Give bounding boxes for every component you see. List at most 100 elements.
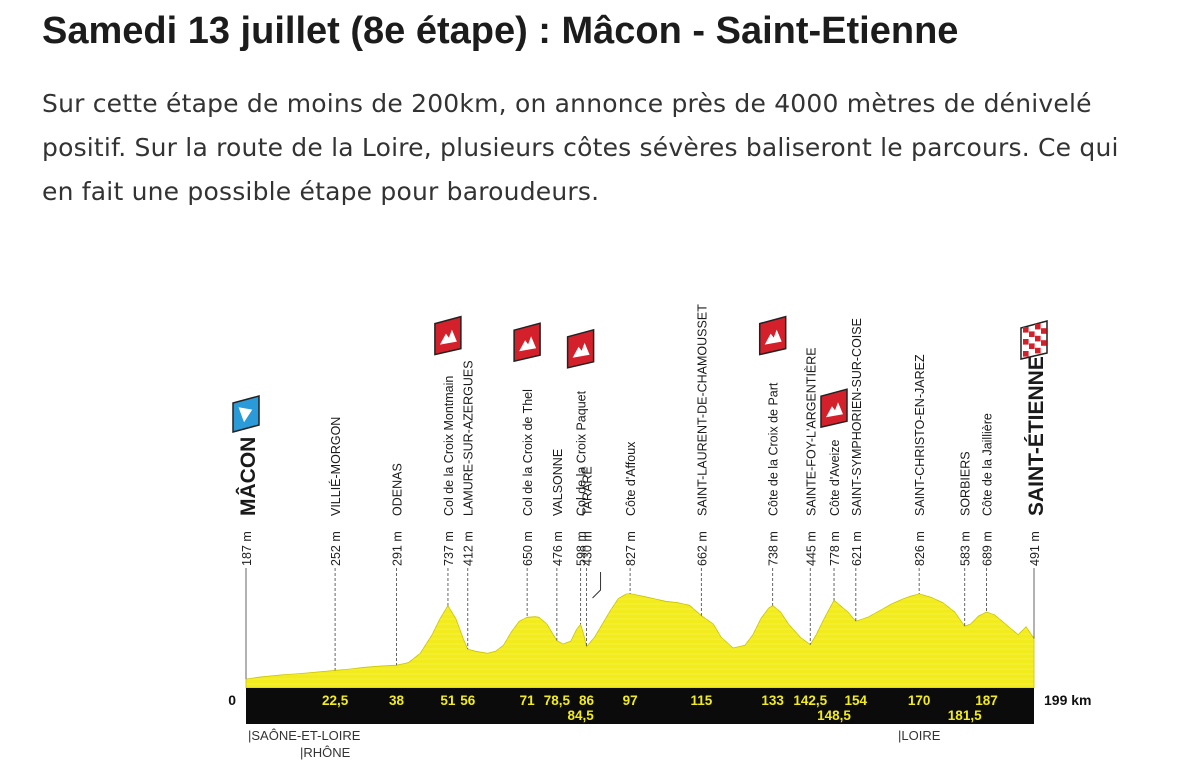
waypoint-name: SAINTE-FOY-L'ARGENTIÈRE (803, 347, 818, 516)
waypoint-altitude: 621 m (850, 531, 864, 566)
climb-marker-icon (820, 388, 848, 429)
start-arrow-icon (238, 407, 253, 423)
waypoint-label-group: 412 m LAMURE-SUR-AZERGUES (462, 360, 476, 566)
region-label: |RHÔNE (300, 745, 351, 760)
waypoint-label-group: 583 m SORBIERS (959, 451, 973, 566)
waypoint-km-label: 71 (520, 693, 536, 708)
waypoint-altitude: 252 m (329, 531, 343, 566)
waypoint-altitude: 291 m (391, 531, 405, 566)
checker-cell (1035, 323, 1041, 330)
km-band-layer (246, 688, 1034, 724)
region-label: |SAÔNE-ET-LOIRE (248, 728, 361, 743)
climb-flag-shape (820, 388, 848, 429)
checker-cell (1029, 343, 1035, 349)
waypoint-label-group: 187 m MÂCON (236, 437, 260, 566)
waypoint-altitude: 430 m (581, 531, 595, 566)
climb-flag-shape (513, 322, 541, 363)
waypoint-name: MÂCON (236, 437, 260, 516)
waypoint-km-label: 86 (579, 693, 595, 708)
waypoint-km-label: 148,5 (817, 708, 851, 723)
waypoint-label-group: 445 m SAINTE-FOY-L'ARGENTIÈRE (803, 347, 818, 566)
climb-flag-shape (566, 328, 595, 369)
profile-fill-layer (245, 593, 1035, 689)
waypoint-label-group: 778 m Côte d'Aveize (828, 439, 842, 566)
waypoint-km-label: 133 (761, 693, 784, 708)
waypoint-altitude: 689 m (981, 531, 995, 566)
waypoint-altitude: 650 m (521, 531, 535, 566)
waypoint-km-label: 78,5 (544, 693, 571, 708)
waypoint-name: Col de la Croix Montmain (442, 376, 456, 516)
tarare-leader-line (592, 572, 602, 599)
waypoint-label-group: 291 m ODENAS (391, 463, 405, 566)
waypoint-label-group: 738 m Côte de la Croix de Part (767, 382, 781, 566)
waypoint-label-group: 598 m Col de la Croix Paquet (575, 390, 589, 566)
waypoint-name: SORBIERS (959, 451, 973, 516)
waypoint-altitude: 491 m (1028, 531, 1042, 566)
checker-cell (1029, 331, 1035, 337)
waypoint-name: ODENAS (391, 463, 405, 516)
waypoint-km-label: 142,5 (793, 693, 827, 708)
waypoint-altitude: 827 m (624, 531, 638, 566)
checker-cell (1023, 339, 1029, 345)
waypoint-km-label: 38 (389, 693, 405, 708)
waypoint-name: Côte de la Jaillière (981, 413, 995, 516)
checker-cell (1041, 328, 1047, 334)
waypoint-name: Col de la Croix Paquet (575, 390, 589, 516)
climb-marker-icon (434, 315, 462, 356)
mountain-icon (826, 402, 843, 418)
waypoint-km-label: 154 (845, 693, 868, 708)
waypoint-label-group: 476 m VALSONNE (551, 449, 565, 566)
waypoint-altitude: 826 m (913, 531, 927, 566)
climb-flag-shape (434, 315, 462, 356)
waypoint-altitude: 738 m (767, 531, 781, 566)
checker-cell (1035, 347, 1041, 354)
waypoint-name: Côte de la Croix de Part (767, 382, 781, 516)
waypoint-label-group: 650 m Col de la Croix de Thel (521, 389, 535, 566)
waypoint-km-label: 187 (975, 693, 998, 708)
profile-labels-layer: 0 199 km |SAÔNE-ET-LOIRE |RHÔNE |LOIRE 187 m M… (228, 304, 1091, 760)
total-distance-label: 199 km (1044, 692, 1091, 708)
checker-cell (1041, 340, 1047, 346)
waypoint-label-group: 491 m SAINT-ÉTIENNE (1025, 356, 1048, 566)
waypoint-label-group: 826 m SAINT-CHRISTO-EN-JAREZ (913, 354, 927, 566)
climb-marker-icon (513, 322, 541, 363)
waypoint-label-group: 252 m VILLIÉ-MORGON (328, 417, 343, 566)
climb-flag-shape (758, 315, 787, 356)
waypoint-name: VILLIÉ-MORGON (328, 417, 343, 516)
mountain-icon (519, 336, 537, 352)
km-zero-label: 0 (228, 692, 236, 708)
waypoint-name: SAINT-SYMPHORIEN-SUR-COISE (850, 318, 864, 516)
start-flag-icon (232, 395, 260, 433)
waypoint-label-group: 662 m SAINT-LAURENT-DE-CHAMOUSSET (695, 304, 709, 566)
climb-marker-icon (566, 328, 595, 369)
waypoint-name: SAINT-CHRISTO-EN-JAREZ (913, 354, 927, 516)
waypoint-km-label: 84,5 (567, 708, 594, 723)
page-title: Samedi 13 juillet (8e étape) : Mâcon - S… (42, 10, 959, 52)
waypoint-label-group: 827 m Côte d'Affoux (624, 441, 638, 566)
waypoint-altitude: 476 m (551, 531, 565, 566)
waypoint-altitude: 737 m (442, 531, 456, 566)
mountain-icon (439, 329, 457, 345)
waypoint-km-label: 181,5 (948, 708, 982, 723)
waypoint-name: VALSONNE (551, 449, 565, 516)
waypoint-km-label: 170 (908, 693, 931, 708)
km-band (246, 688, 1034, 724)
checker-cell (1023, 351, 1029, 357)
finish-flag-icon (1020, 320, 1048, 360)
waypoint-label-group: 737 m Col de la Croix Montmain (442, 376, 456, 566)
profile-lines-layer (245, 568, 1035, 680)
waypoint-altitude: 662 m (695, 531, 709, 566)
waypoint-km-label: 97 (623, 693, 638, 708)
mountain-icon (764, 329, 782, 345)
waypoint-altitude: 445 m (804, 531, 818, 566)
climb-marker-icon (758, 315, 787, 356)
mountain-icon (572, 342, 590, 358)
waypoint-altitude: 187 m (240, 531, 254, 566)
waypoint-altitude: 598 m (575, 531, 589, 566)
elevation-profile-area (245, 593, 1035, 689)
waypoint-name: SAINT-LAURENT-DE-CHAMOUSSET (695, 304, 709, 516)
checker-cell (1023, 327, 1029, 333)
waypoint-altitude: 583 m (959, 531, 973, 566)
waypoint-altitude: 778 m (828, 531, 842, 566)
